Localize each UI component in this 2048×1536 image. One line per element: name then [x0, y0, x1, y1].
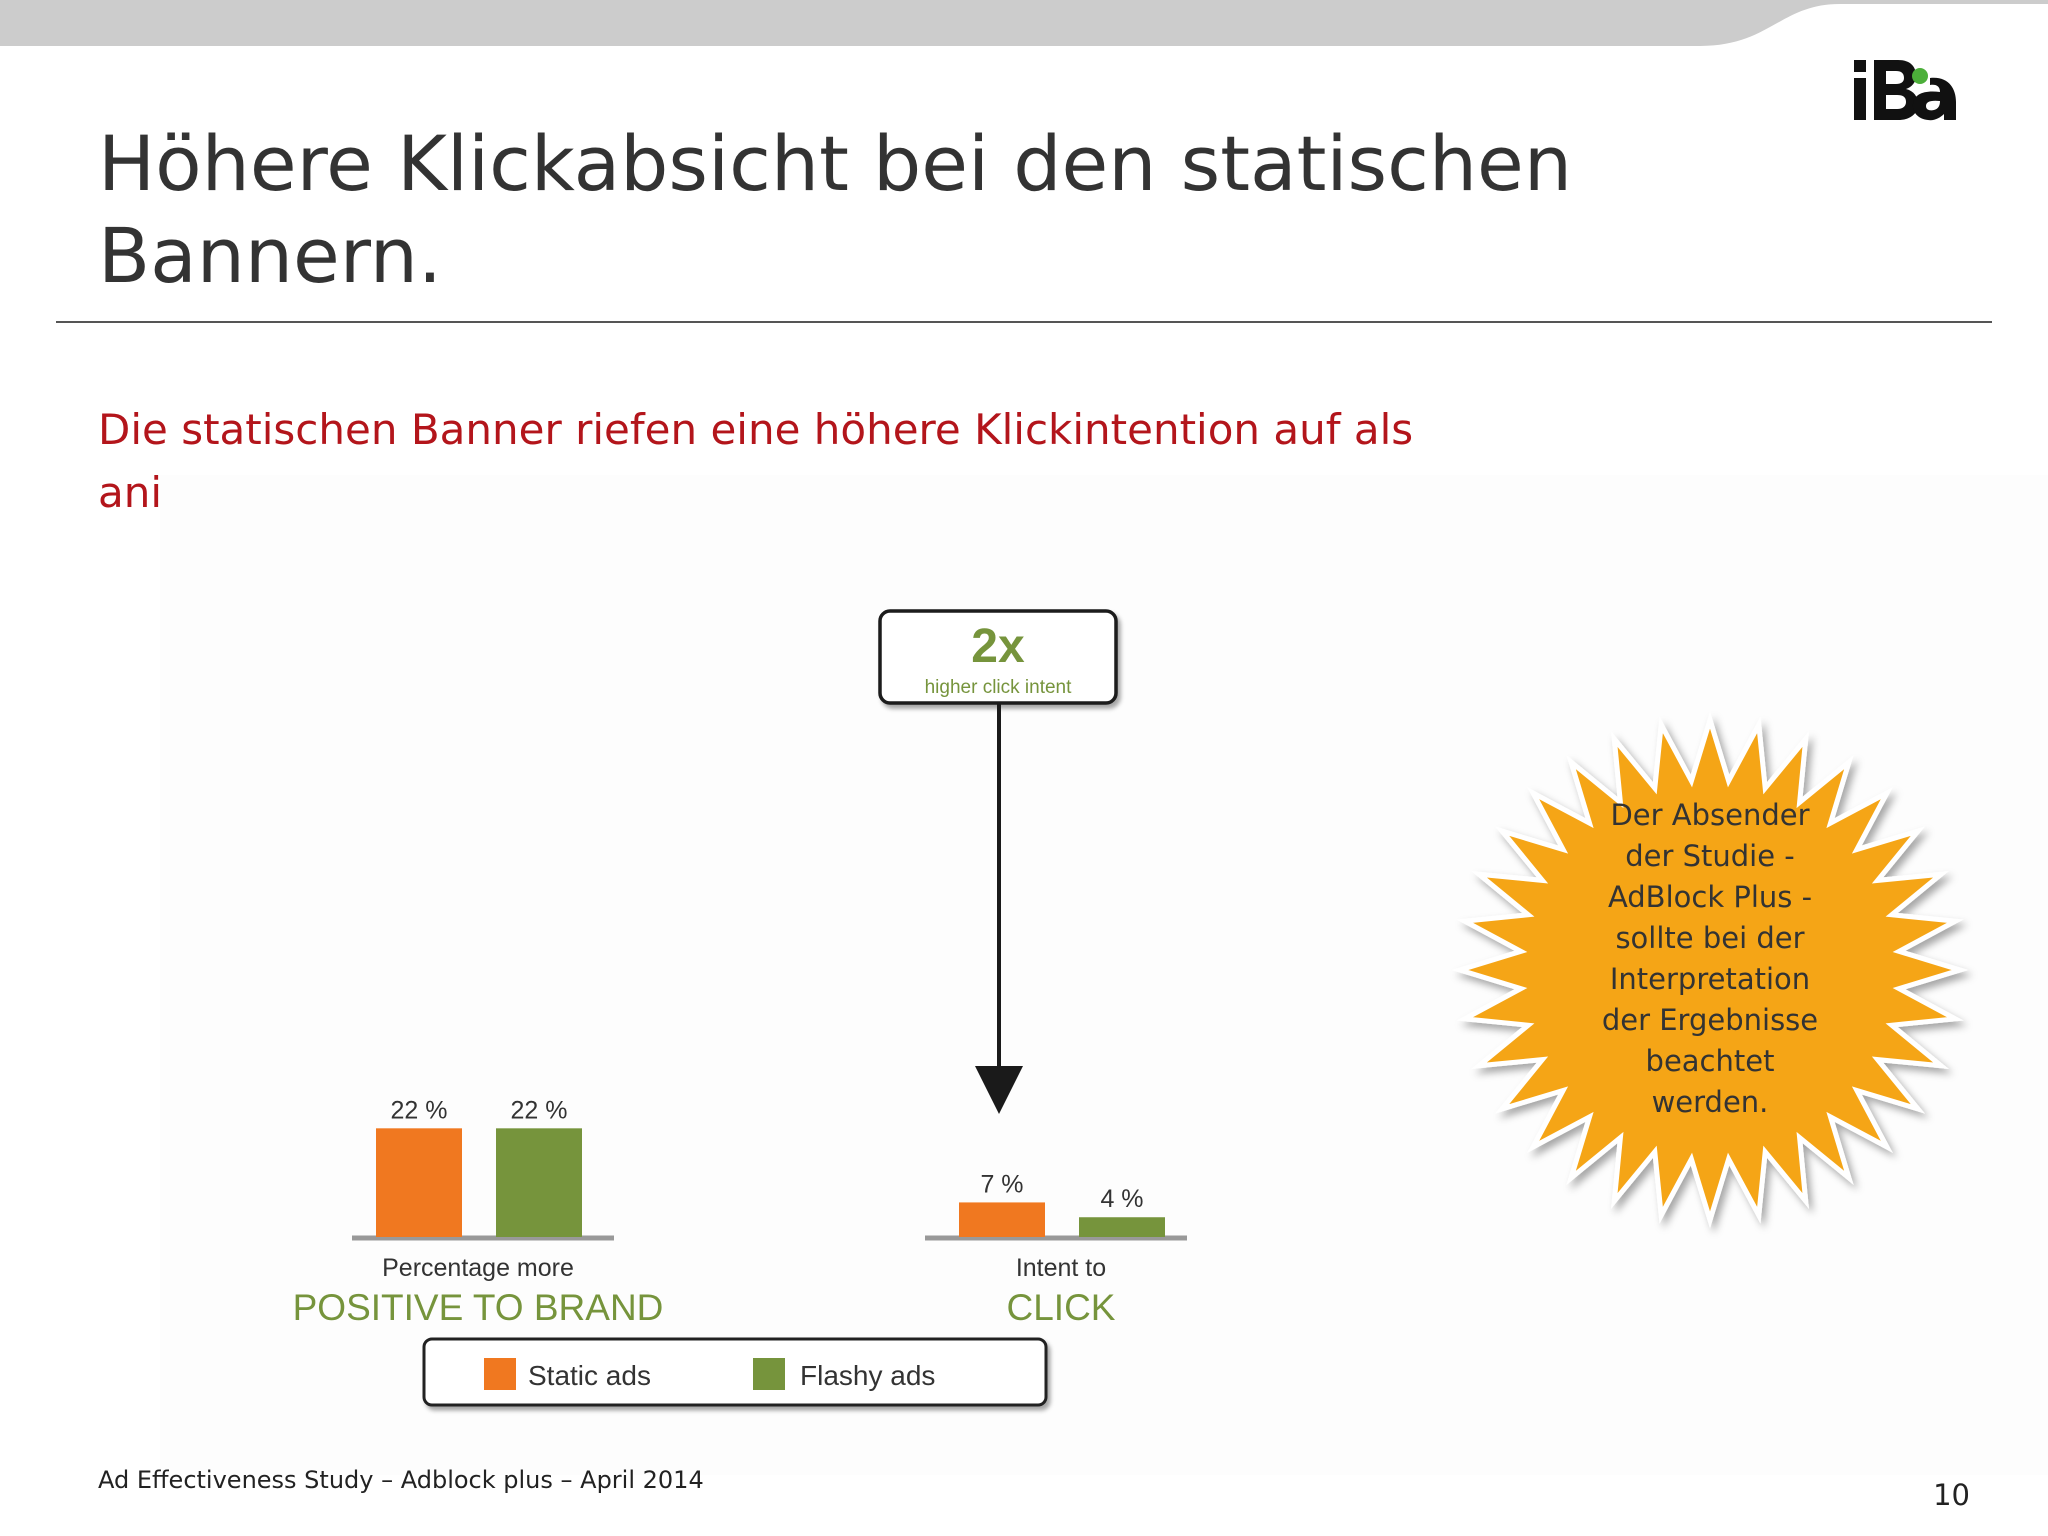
legend-swatch-static — [484, 1358, 516, 1390]
callout-multiplier: 2x — [971, 620, 1025, 673]
title-divider — [56, 321, 1992, 323]
category-big-label: POSITIVE TO BRAND — [293, 1287, 664, 1328]
page-number: 10 — [1933, 1478, 1970, 1512]
callout-box: 2x higher click intent — [878, 609, 1118, 705]
title-line-1: Höhere Klickabsicht bei den statischen — [98, 119, 1572, 208]
legend-label-flashy: Flashy ads — [800, 1360, 935, 1391]
chart-legend: Static ads Flashy ads — [422, 1337, 1048, 1407]
bar-value-label: 22 % — [391, 1096, 448, 1124]
iba-logo — [1850, 54, 1960, 126]
bar-value-label: 7 % — [980, 1170, 1023, 1198]
slide-title: Höhere Klickabsicht bei den statischen B… — [98, 118, 1658, 302]
category-big-label: CLICK — [1007, 1287, 1116, 1328]
title-line-2: Bannern. — [98, 211, 443, 300]
legend-swatch-flashy — [753, 1358, 785, 1390]
bar-static — [376, 1128, 462, 1237]
bar-value-label: 4 % — [1100, 1185, 1143, 1213]
legend-label-static: Static ads — [528, 1360, 651, 1391]
starburst-note: Der Absender der Studie - AdBlock Plus -… — [1601, 798, 1819, 1119]
bar-flashy — [496, 1128, 582, 1237]
top-banner — [0, 0, 2048, 46]
callout-caption: higher click intent — [925, 677, 1073, 698]
bar-flashy — [1079, 1217, 1165, 1237]
bar-static — [959, 1202, 1045, 1237]
bar-value-label: 22 % — [511, 1096, 568, 1124]
category-small-label: Percentage more — [382, 1254, 574, 1282]
footer-source: Ad Effectiveness Study – Adblock plus – … — [98, 1466, 704, 1494]
category-small-label: Intent to — [1016, 1254, 1106, 1282]
starburst-note-background — [1451, 711, 1969, 1229]
bars-layer: 22 % 22 % 7 % 4 % — [376, 1096, 1165, 1237]
subtitle-line-1: Die statischen Banner riefen eine höhere… — [98, 405, 1414, 454]
